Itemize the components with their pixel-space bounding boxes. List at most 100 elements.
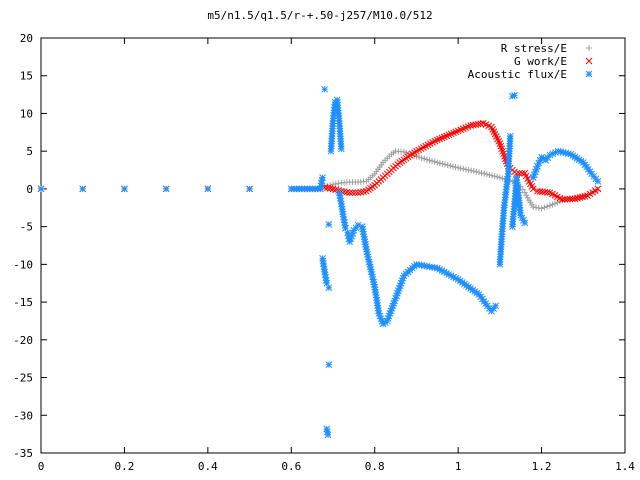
data-point — [559, 149, 567, 156]
data-point — [341, 221, 349, 229]
data-point — [325, 284, 333, 292]
data-point — [349, 189, 356, 197]
data-point — [478, 169, 485, 176]
data-point — [529, 185, 537, 193]
data-point — [390, 299, 398, 307]
data-point — [521, 219, 529, 227]
data-point — [335, 180, 342, 187]
data-point — [460, 165, 467, 172]
data-point — [531, 168, 539, 176]
data-point — [354, 221, 362, 229]
data-point — [344, 229, 351, 237]
data-point — [398, 277, 406, 285]
data-point — [499, 175, 506, 182]
data-point — [246, 185, 253, 193]
data-point — [544, 203, 551, 210]
legend-label: G work/E — [514, 55, 567, 68]
data-point — [396, 282, 404, 290]
data-point — [330, 181, 336, 188]
data-point — [511, 91, 518, 99]
data-point — [483, 171, 490, 178]
data-point — [486, 171, 493, 178]
data-point — [574, 194, 581, 202]
data-point — [121, 185, 128, 193]
data-point — [571, 195, 579, 203]
data-point — [386, 310, 394, 317]
data-point — [496, 174, 503, 181]
data-point — [529, 174, 537, 181]
data-point — [447, 272, 455, 280]
data-point — [376, 312, 384, 320]
data-point — [388, 305, 396, 312]
data-point — [321, 271, 329, 279]
data-point — [439, 160, 446, 167]
data-point — [319, 174, 326, 181]
data-point — [389, 302, 397, 310]
data-point — [576, 194, 584, 201]
x-tick-label: 0.2 — [114, 460, 134, 473]
data-point — [436, 160, 443, 167]
x-tick-label: 0.8 — [365, 460, 385, 473]
data-point — [440, 268, 448, 276]
y-tick-label: -30 — [13, 409, 33, 422]
data-point — [336, 194, 344, 202]
data-point — [321, 268, 329, 276]
data-point — [392, 294, 399, 302]
data-point — [336, 192, 344, 199]
data-point — [323, 279, 331, 287]
data-point — [322, 277, 330, 284]
data-point — [492, 302, 500, 310]
data-point — [544, 189, 551, 196]
data-point — [465, 167, 472, 174]
data-point — [477, 120, 485, 128]
data-point — [517, 211, 525, 219]
series-0 — [38, 148, 601, 212]
data-point — [523, 192, 530, 199]
data-point — [348, 232, 356, 240]
y-tick-label: 5 — [26, 145, 33, 158]
data-point — [347, 235, 355, 243]
data-point — [369, 276, 377, 283]
data-point — [418, 154, 425, 161]
data-point — [394, 289, 401, 297]
data-point — [324, 431, 332, 439]
data-point — [536, 156, 544, 164]
data-point — [468, 167, 475, 174]
data-point — [346, 238, 354, 246]
data-point — [491, 173, 498, 180]
data-point — [581, 192, 589, 200]
data-point — [549, 150, 557, 158]
data-point — [423, 156, 430, 163]
data-point — [360, 188, 367, 196]
data-point — [400, 148, 407, 155]
data-point — [391, 297, 398, 305]
data-point — [470, 168, 477, 175]
data-point — [365, 255, 372, 263]
data-point — [429, 157, 436, 164]
y-tick-label: 15 — [20, 70, 33, 83]
y-tick-label: -25 — [13, 372, 33, 385]
y-tick-label: 10 — [20, 107, 33, 120]
data-point — [322, 274, 330, 281]
data-point — [457, 165, 464, 172]
data-point — [443, 269, 450, 277]
data-point — [367, 266, 375, 273]
data-point — [473, 168, 480, 175]
data-point — [323, 425, 331, 433]
data-point — [509, 92, 516, 100]
data-point — [452, 164, 459, 171]
data-point — [318, 177, 326, 184]
data-point — [363, 248, 371, 256]
data-point — [416, 154, 423, 161]
data-point — [520, 216, 527, 224]
data-point — [442, 161, 449, 168]
y-tick-label: -35 — [13, 447, 33, 460]
data-point — [534, 162, 541, 170]
data-point — [538, 205, 545, 212]
legend-label: R stress/E — [501, 42, 567, 55]
data-point — [506, 132, 514, 140]
data-point — [342, 224, 349, 232]
data-point — [325, 221, 333, 228]
data-point — [324, 428, 331, 436]
